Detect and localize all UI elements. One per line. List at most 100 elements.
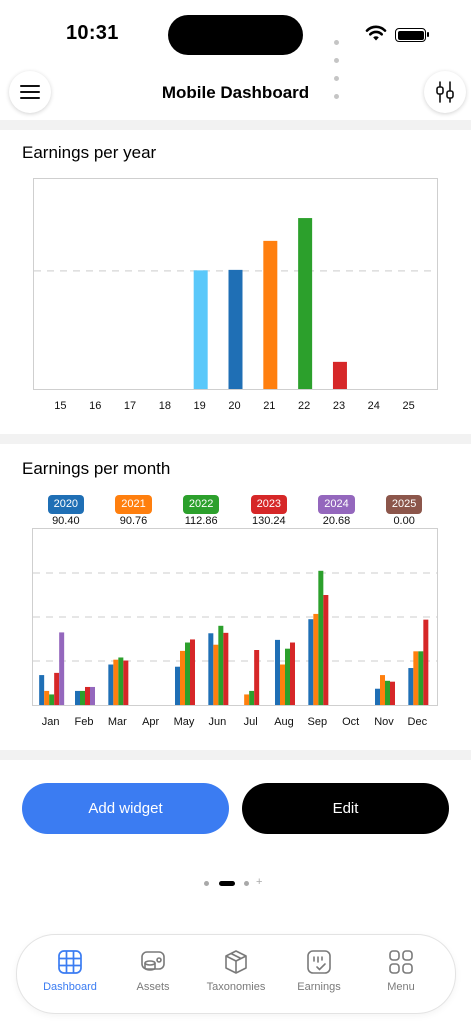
yearly-bar-22[interactable] <box>298 218 313 389</box>
monthly-bar-Jan-2020[interactable] <box>39 675 45 705</box>
monthly-bar-Sep-2023[interactable] <box>323 595 329 705</box>
add-widget-button[interactable]: Add widget <box>22 783 229 834</box>
legend-value: 90.76 <box>119 515 148 527</box>
yearly-bar-23[interactable] <box>332 361 347 389</box>
monthly-bar-Feb-2022[interactable] <box>80 690 85 705</box>
monthly-bar-Nov-2023[interactable] <box>390 681 395 705</box>
monthly-bar-Feb-2024[interactable] <box>90 686 95 705</box>
monthly-bar-Aug-2022[interactable] <box>285 648 290 705</box>
monthly-tick-label: Feb <box>74 716 94 728</box>
edit-button[interactable]: Edit <box>242 783 449 834</box>
page-dot[interactable] <box>244 881 249 886</box>
tab-label: Taxonomies <box>206 981 266 993</box>
monthly-tick-label: Dec <box>407 716 428 728</box>
tab-menu[interactable]: Menu <box>361 949 441 993</box>
monthly-bar-Jul-2021[interactable] <box>244 694 250 705</box>
battery-icon <box>395 28 429 42</box>
add-page-icon[interactable]: + <box>256 876 263 888</box>
monthly-bar-May-2022[interactable] <box>185 642 190 705</box>
yearly-tick-label: 24 <box>367 400 380 412</box>
monthly-bar-May-2020[interactable] <box>175 666 180 705</box>
monthly-bar-May-2023[interactable] <box>190 639 195 705</box>
monthly-bar-Mar-2021[interactable] <box>113 659 119 705</box>
monthly-tick-label: Mar <box>107 716 127 728</box>
monthly-bar-Mar-2022[interactable] <box>118 657 124 705</box>
monthly-tick-label: Jul <box>243 716 258 728</box>
legend-item-2020[interactable]: 2020 90.40 <box>36 494 96 527</box>
wifi-icon <box>365 25 387 41</box>
monthly-bar-Aug-2023[interactable] <box>290 642 295 705</box>
legend-chip: 2025 <box>385 495 423 514</box>
monthly-bar-Feb-2020[interactable] <box>75 690 80 705</box>
signal-dots-icon <box>334 32 340 104</box>
monthly-bar-Sep-2022[interactable] <box>318 570 324 705</box>
monthly-bar-Jan-2024[interactable] <box>59 632 65 705</box>
monthly-bar-Dec-2023[interactable] <box>423 619 429 705</box>
yearly-x-axis: 15 16 17 18 19 20 21 22 23 24 25 <box>33 400 438 414</box>
legend-chip: 2023 <box>250 495 288 514</box>
legend-item-2025[interactable]: 2025 0.00 <box>374 494 434 527</box>
section-divider <box>0 750 471 760</box>
page-dot[interactable] <box>204 881 209 886</box>
legend-chip: 2024 <box>318 495 355 514</box>
section-divider <box>0 434 471 444</box>
monthly-bar-Aug-2021[interactable] <box>280 664 285 705</box>
monthly-bar-Nov-2021[interactable] <box>380 675 385 705</box>
yearly-tick-label: 20 <box>228 400 241 412</box>
monthly-bar-Jul-2022[interactable] <box>249 690 255 705</box>
monthly-tick-label: Oct <box>342 716 360 728</box>
four-squares-icon <box>389 950 413 974</box>
filter-button[interactable] <box>424 71 466 113</box>
monthly-bar-Feb-2023[interactable] <box>85 686 90 705</box>
tab-taxonomies[interactable]: Taxonomies <box>196 949 276 993</box>
yearly-bar-21[interactable] <box>263 240 278 389</box>
monthly-chart-plot <box>33 570 437 705</box>
monthly-tick-label: Aug <box>274 716 294 728</box>
monthly-legend: 2020 90.40 2021 90.76 2022 112.86 2023 130.24 20… <box>32 494 438 528</box>
monthly-bar-Dec-2021[interactable] <box>413 651 419 705</box>
tab-dashboard[interactable]: Dashboard <box>30 949 110 993</box>
tab-label: Dashboard <box>43 981 97 993</box>
monthly-tick-label: May <box>173 716 195 728</box>
monthly-bar-Dec-2022[interactable] <box>418 651 424 705</box>
monthly-bar-Sep-2020[interactable] <box>308 619 314 705</box>
monthly-bar-Jan-2023[interactable] <box>54 672 60 705</box>
cube-icon <box>225 950 247 974</box>
monthly-bar-Jan-2022[interactable] <box>49 694 55 705</box>
legend-chip: 2020 <box>47 495 85 514</box>
legend-item-2024[interactable]: 2024 20.68 <box>307 494 367 527</box>
monthly-bar-May-2021[interactable] <box>180 650 185 705</box>
monthly-bar-Jun-2022[interactable] <box>218 625 224 705</box>
legend-item-2023[interactable]: 2023 130.24 <box>239 494 299 527</box>
monthly-bar-Sep-2021[interactable] <box>313 613 319 705</box>
monthly-bar-Mar-2020[interactable] <box>108 664 114 705</box>
legend-item-2022[interactable]: 2022 112.86 <box>171 494 231 527</box>
yearly-tick-label: 15 <box>54 400 67 412</box>
sliders-icon <box>436 81 454 103</box>
tab-label: Earnings <box>297 981 341 993</box>
yearly-bar-20[interactable] <box>228 269 243 389</box>
tab-earnings[interactable]: Earnings <box>279 949 359 993</box>
yearly-tick-label: 21 <box>263 400 276 412</box>
legend-value: 90.40 <box>52 515 80 527</box>
tab-assets[interactable]: Assets <box>113 949 193 993</box>
monthly-bar-Jun-2023[interactable] <box>223 632 229 705</box>
monthly-bar-Jan-2021[interactable] <box>44 690 50 705</box>
status-time: 10:31 <box>66 22 119 44</box>
monthly-bar-Dec-2020[interactable] <box>408 668 414 705</box>
monthly-bar-Jun-2021[interactable] <box>213 644 219 705</box>
menu-button[interactable] <box>9 71 51 113</box>
monthly-bar-Mar-2023[interactable] <box>123 660 129 705</box>
monthly-bar-Aug-2020[interactable] <box>275 639 280 705</box>
yearly-bar-19[interactable] <box>193 270 208 389</box>
legend-item-2021[interactable]: 2021 90.76 <box>104 494 164 527</box>
page-dot-active[interactable] <box>219 881 235 886</box>
yearly-chart-plot <box>34 218 437 389</box>
monthly-bar-Nov-2022[interactable] <box>385 680 390 705</box>
monthly-bar-Nov-2020[interactable] <box>375 688 380 705</box>
monthly-bar-Jul-2023[interactable] <box>254 650 260 705</box>
legend-chip: 2021 <box>115 495 152 514</box>
yearly-tick-label: 19 <box>193 400 206 412</box>
monthly-bar-Jun-2020[interactable] <box>208 633 214 705</box>
monthly-x-axis: Jan Feb Mar Apr May Jun Jul Aug Sep Oct Nov Dec <box>32 716 438 730</box>
